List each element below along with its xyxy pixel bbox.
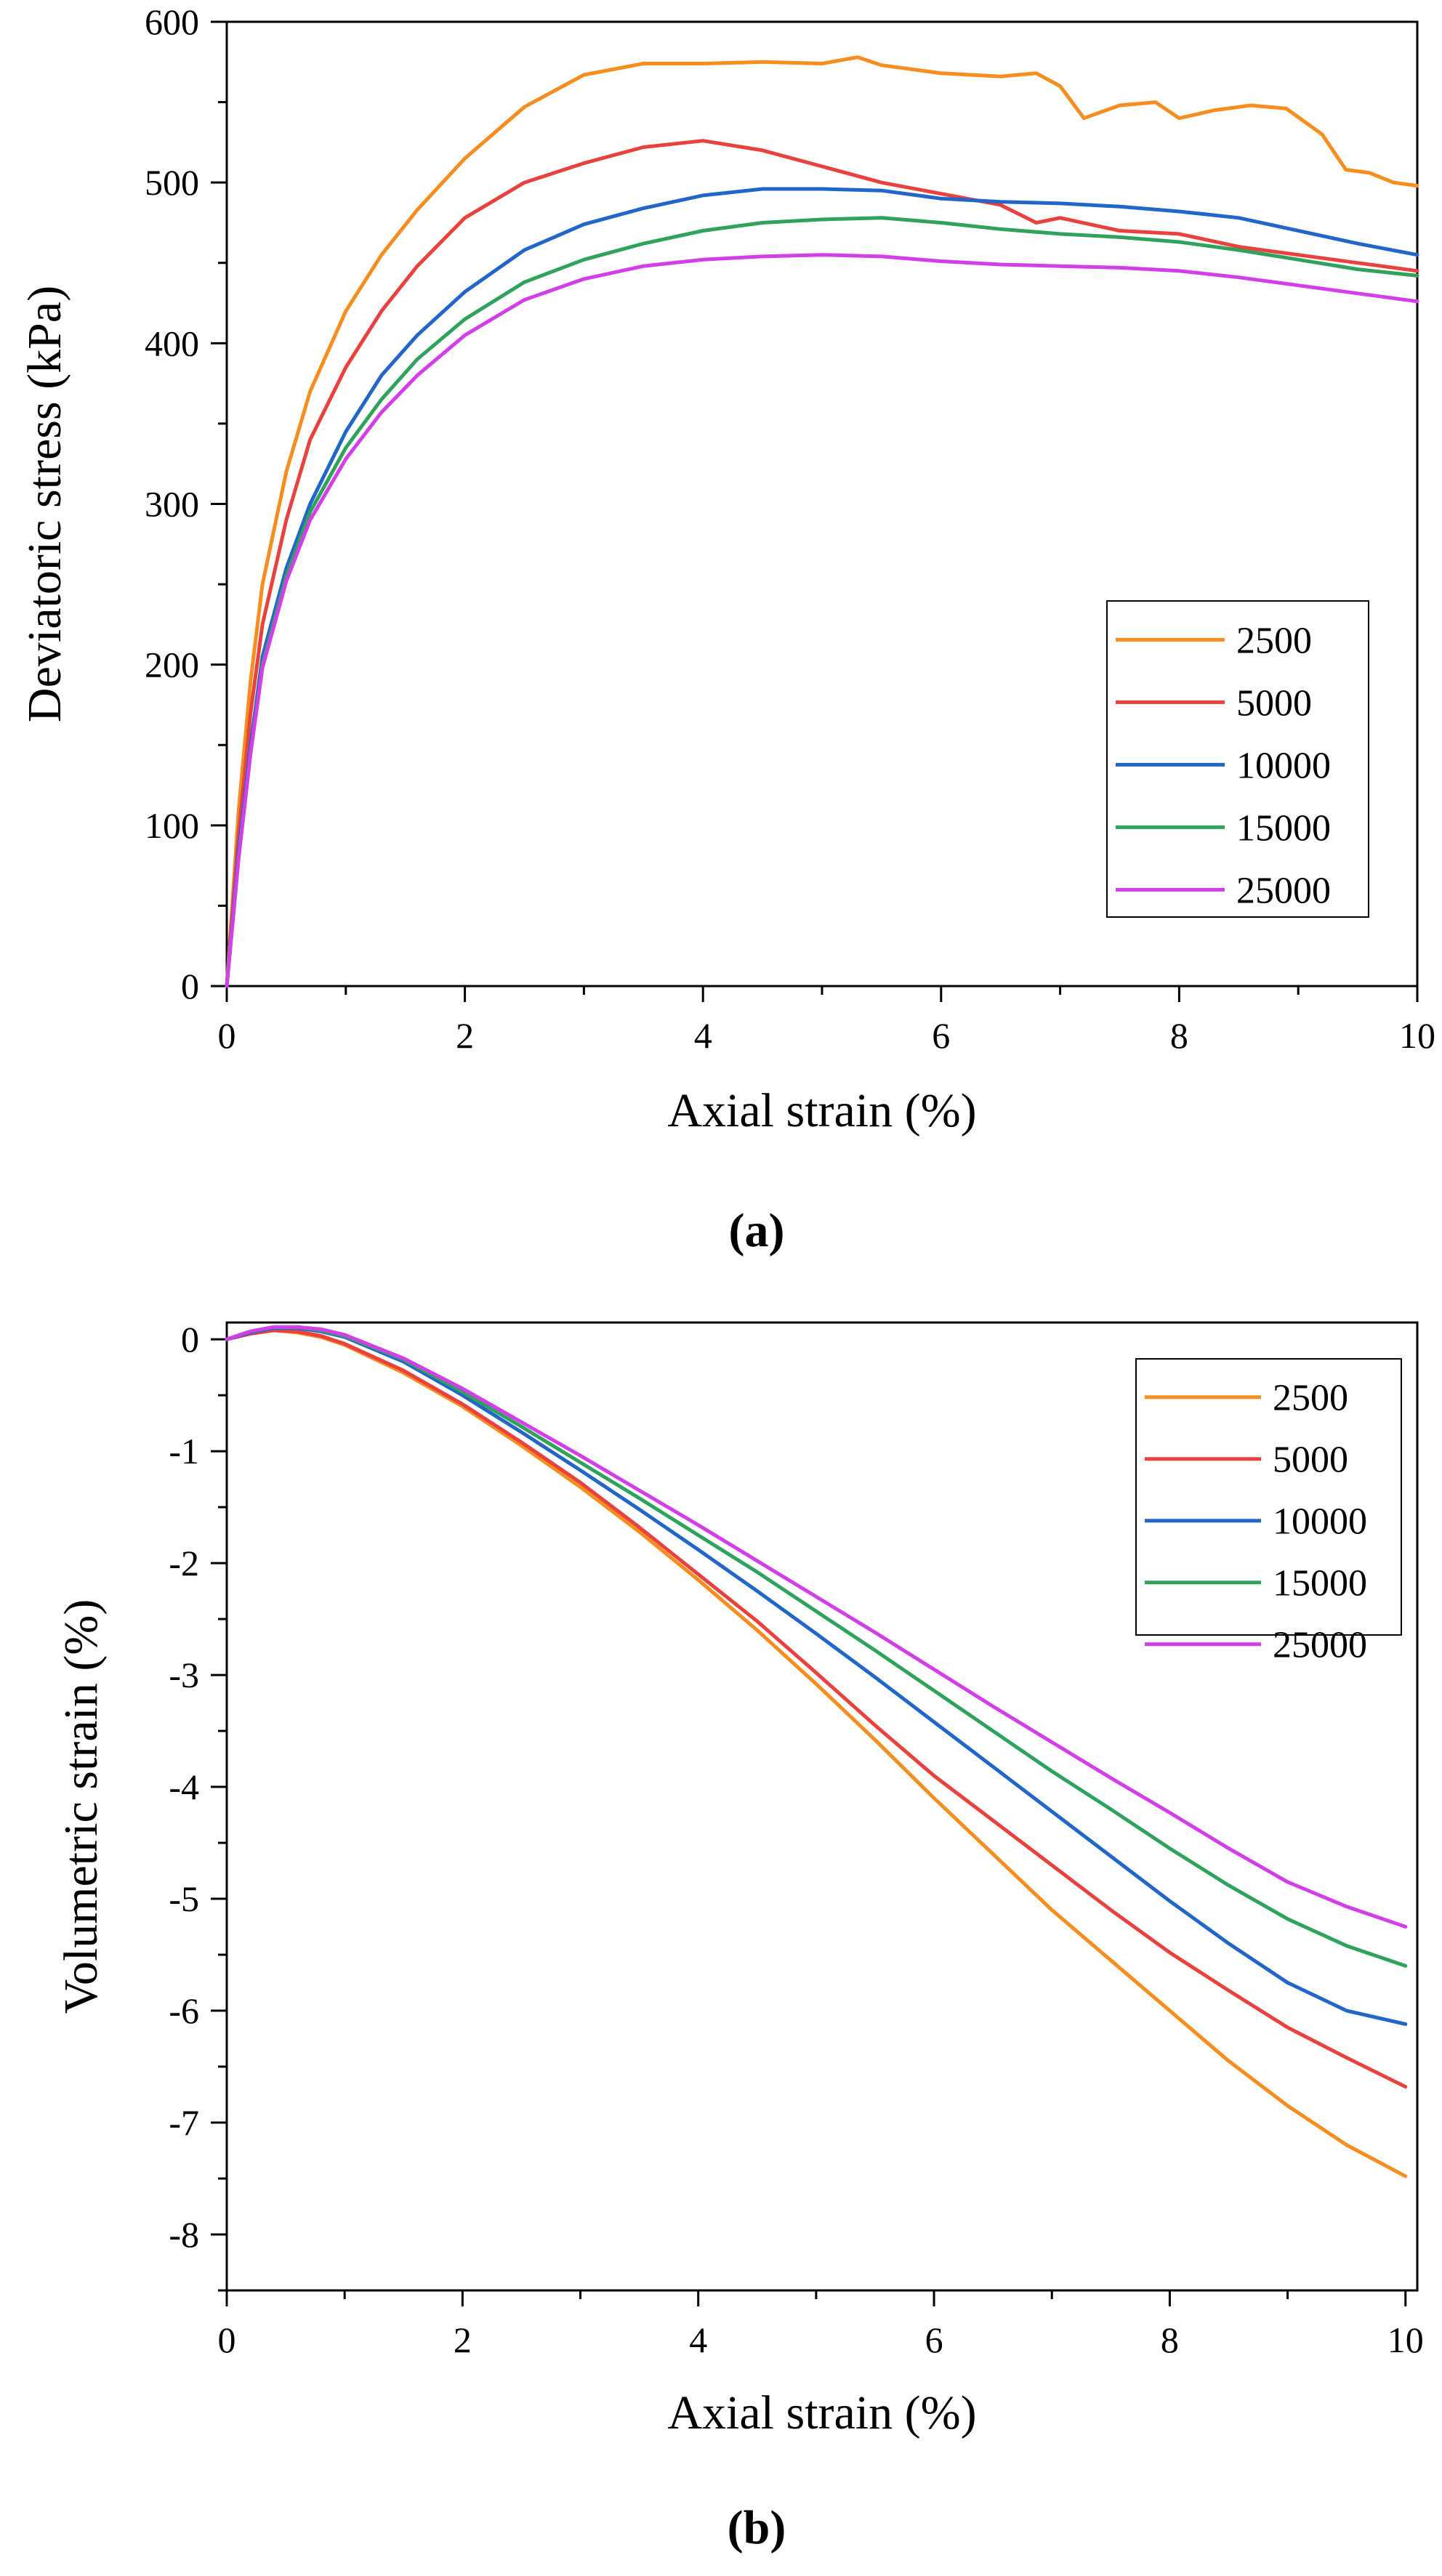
legend-label-25000: 25000 (1273, 1625, 1367, 1666)
x-tick-label: 8 (1161, 2319, 1179, 2360)
x-tick-label: 6 (925, 2319, 943, 2360)
y-tick-label: 500 (145, 162, 199, 203)
x-axis-title: Axial strain (%) (667, 2386, 976, 2439)
x-tick-label: 10 (1399, 1015, 1435, 1056)
y-axis-title: Volumetric strain (%) (55, 1599, 108, 2014)
legend-label-2500: 2500 (1273, 1378, 1348, 1419)
series-line-5000 (225, 139, 1419, 988)
legend-label-25000: 25000 (1236, 870, 1331, 911)
y-tick-label: -7 (169, 2102, 199, 2143)
legend-label-15000: 15000 (1236, 807, 1331, 849)
x-tick-label: 4 (689, 2319, 707, 2360)
series-line-10000 (225, 187, 1419, 988)
y-tick-label: 200 (145, 645, 199, 685)
panel-label: (b) (728, 2501, 786, 2554)
legend-box (1135, 1358, 1402, 1636)
panel-b-chart: 0 2 4 6 8 10 0 -1 -2 -3 -4 -5 -6 -7 -8 Axial strain (%)… (55, 1319, 1424, 2554)
y-axis-title: Deviatoric stress (kPa) (18, 286, 71, 722)
y-tick-label: -5 (169, 1878, 199, 1919)
plot-frame (225, 1321, 1419, 2292)
legend-label-15000: 15000 (1273, 1563, 1367, 1604)
x-tick-label: 10 (1387, 2319, 1424, 2360)
y-tick-label: 100 (145, 805, 199, 846)
legend-label-10000: 10000 (1273, 1501, 1367, 1543)
y-tick-label: 0 (181, 1319, 199, 1360)
x-tick-label: 6 (932, 1015, 950, 1056)
x-axis-title: Axial strain (%) (667, 1084, 976, 1137)
y-tick-label: -8 (169, 2214, 199, 2255)
series-line-5000 (225, 1328, 1408, 2089)
legend-label-5000: 5000 (1273, 1440, 1348, 1481)
y-tick-label: -1 (169, 1431, 199, 1471)
series-line-25000 (225, 253, 1419, 988)
y-tick-label: 0 (181, 966, 199, 1006)
x-tick-label: 2 (454, 2319, 472, 2360)
y-tick-label: -2 (169, 1543, 199, 1583)
legend-label-10000: 10000 (1236, 745, 1331, 786)
series-line-2500 (225, 55, 1419, 988)
legend-label-5000: 5000 (1236, 682, 1312, 724)
x-tick-label: 8 (1170, 1015, 1188, 1056)
legend: 2500 5000 10000 15000 25000 (1135, 1358, 1402, 1666)
y-tick-label: 600 (145, 1, 199, 42)
y-tick-label: 400 (145, 323, 199, 363)
legend-box (1106, 600, 1369, 918)
y-tick-label: -3 (169, 1655, 199, 1695)
x-tick-label: 0 (218, 1015, 236, 1056)
legend: 2500 5000 10000 15000 25000 (1106, 600, 1369, 918)
y-tick-label: 300 (145, 484, 199, 525)
panel-label: (a) (729, 1204, 785, 1257)
x-tick-label: 2 (456, 1015, 474, 1056)
series-line-15000 (225, 216, 1419, 988)
y-tick-label: -6 (169, 1990, 199, 2031)
y-tick-label: -4 (169, 1767, 199, 1807)
x-tick-label: 4 (694, 1015, 712, 1056)
series-line-25000 (225, 1325, 1408, 1929)
legend-label-2500: 2500 (1236, 620, 1312, 661)
x-tick-label: 0 (218, 2319, 236, 2360)
